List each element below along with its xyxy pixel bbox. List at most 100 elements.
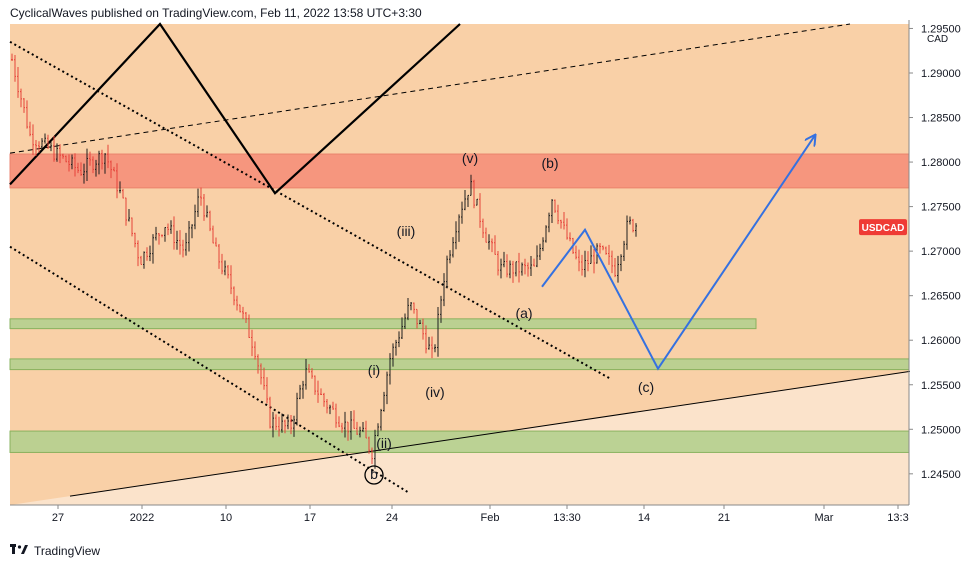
candle <box>14 55 16 82</box>
x-tick-label: Mar <box>815 512 834 524</box>
x-tick-label: 21 <box>718 512 730 524</box>
candle <box>233 286 235 306</box>
candle <box>593 249 595 274</box>
candle <box>635 223 637 237</box>
candle <box>311 368 313 379</box>
price-badge-bg <box>859 219 907 236</box>
wave-label: (ii) <box>376 435 392 451</box>
candle <box>494 235 496 255</box>
candle <box>254 341 256 360</box>
x-tick-label: Feb <box>481 512 500 524</box>
candle <box>41 138 43 149</box>
candle <box>185 232 187 256</box>
candle <box>542 237 544 252</box>
axes: 1.29500 1.29000 1.28500 1.28000 1.27500 1.270… <box>10 20 977 524</box>
candle <box>557 204 559 225</box>
candle <box>587 251 589 272</box>
candle <box>101 149 103 170</box>
candle <box>503 251 505 268</box>
candle <box>191 224 193 239</box>
candle <box>524 258 526 275</box>
candle <box>152 234 154 264</box>
tradingview-brand: TradingView <box>34 544 101 558</box>
candle <box>287 414 289 430</box>
candle <box>116 163 118 199</box>
candle <box>533 258 535 267</box>
candle <box>200 187 202 206</box>
y-tick-label: 1.27500 <box>921 202 961 214</box>
trend-lines <box>9 22 911 497</box>
footer: TradingView <box>10 543 100 559</box>
candle <box>419 319 421 325</box>
candle <box>617 255 619 283</box>
candle <box>425 325 427 354</box>
candle <box>338 416 340 428</box>
candle <box>92 156 94 174</box>
trend-line-dotted-1 <box>9 245 411 495</box>
wave-label: (i) <box>368 362 380 378</box>
candles <box>11 53 637 469</box>
x-tick-label: 17 <box>304 512 316 524</box>
y-tick-label: 1.25500 <box>921 380 961 392</box>
candle <box>578 249 580 272</box>
candle <box>410 302 412 311</box>
y-tick-label: 1.26000 <box>921 335 961 347</box>
candle <box>563 211 565 230</box>
candle <box>350 410 352 440</box>
candle <box>230 265 232 295</box>
candle <box>197 188 199 218</box>
candle <box>590 245 592 264</box>
candle <box>365 420 367 439</box>
candle <box>488 234 490 250</box>
candle <box>23 98 25 113</box>
candle <box>104 153 106 174</box>
candle <box>629 216 631 225</box>
tradingview-logo-icon <box>10 543 30 559</box>
zone-resistance <box>9 153 910 189</box>
candle <box>326 399 328 414</box>
candle <box>428 336 430 350</box>
candle <box>569 232 571 242</box>
candle <box>119 181 121 194</box>
price-chart[interactable]: (v) (b)(iii)(a)(i)(iv)(ii)(c)b 1.295001.2… <box>0 20 977 550</box>
candle <box>353 410 355 429</box>
trend-line-dashed-3 <box>9 23 851 154</box>
candle <box>68 154 70 172</box>
candle <box>512 260 514 283</box>
candle <box>431 336 433 359</box>
candle <box>521 262 523 276</box>
candle <box>527 262 529 277</box>
candle <box>359 426 361 438</box>
candle <box>224 260 226 276</box>
candle <box>491 238 493 253</box>
candle <box>332 401 334 410</box>
candle <box>53 136 55 162</box>
candle <box>95 159 97 177</box>
zone-support-3 <box>9 430 910 453</box>
x-tick-label: 13:3 <box>887 512 908 524</box>
y-tick-label: 1.28000 <box>921 157 961 169</box>
candle <box>599 243 601 254</box>
candle <box>125 197 127 226</box>
candle <box>317 380 319 403</box>
trend-line-zigzag-4 <box>9 22 461 195</box>
candle <box>248 314 250 339</box>
candle <box>110 160 112 179</box>
candle <box>389 353 391 385</box>
y-tick-label: 1.24500 <box>921 469 961 481</box>
wave-label: (b) <box>541 155 558 171</box>
candle <box>134 232 136 248</box>
candle <box>218 244 220 269</box>
x-tick-label: 2022 <box>130 512 154 524</box>
candle <box>80 162 82 176</box>
candle <box>482 218 484 238</box>
candle <box>188 221 190 252</box>
candle <box>236 295 238 311</box>
x-tick-label: 10 <box>220 512 232 524</box>
price-badge: USDCAD <box>859 219 907 236</box>
y-tick-label: 1.25000 <box>921 424 961 436</box>
candle <box>380 408 382 431</box>
candle <box>401 317 403 340</box>
candle <box>137 240 139 267</box>
y-tick-label: 1.28500 <box>921 113 961 125</box>
